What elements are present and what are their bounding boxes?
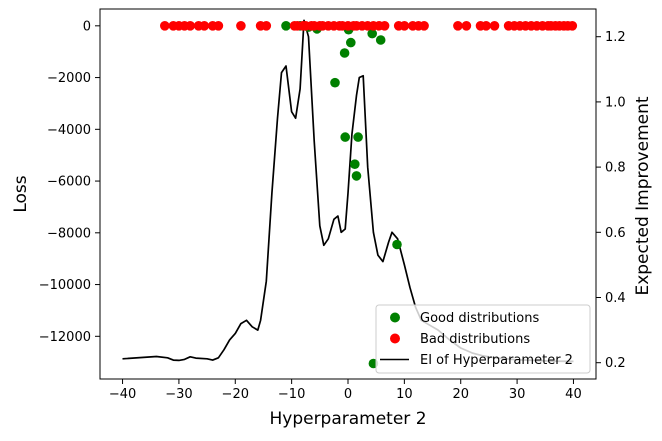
legend-marker-good [390,312,400,323]
x-tick-label: 40 [565,387,582,402]
y-tick-label: −4000 [47,123,91,138]
y2-tick-label: 0.6 [605,226,626,241]
y-tick-label: −10000 [39,278,91,293]
x-tick-label: 20 [452,387,469,402]
y2-axis-ticks: 0.2 0.4 0.6 0.8 1.0 1.2 [596,30,626,371]
bad-point [236,21,246,31]
x-tick-label: −30 [165,387,192,402]
legend-marker-bad [390,333,400,344]
legend: Good distributions Bad distributions EI … [375,304,591,374]
y-tick-label: −8000 [47,226,91,241]
x-axis-label: Hyperparameter 2 [269,409,426,429]
bad-point [567,21,578,31]
y-axis-label: Loss [11,175,31,212]
y-tick-label: −6000 [47,175,91,190]
scatter-points-layer [160,21,578,369]
legend-label-good: Good distributions [420,311,539,326]
legend-label-ei: EI of Hyperparameter 2 [420,353,573,368]
x-tick-label: 10 [396,387,413,402]
good-point [346,37,356,48]
x-tick-label: 30 [509,387,526,402]
good-point [281,21,291,31]
y-tick-label: −2000 [47,71,91,86]
y-tick-label: −12000 [39,330,91,345]
good-point [367,28,378,39]
bad-point [379,21,390,31]
bad-point [199,21,210,31]
x-tick-label: −20 [222,387,249,402]
bad-point [160,21,170,31]
good-point [351,171,362,181]
legend-box [375,304,591,374]
good-point [339,48,350,58]
bad-point [261,21,272,31]
y2-tick-label: 1.0 [605,95,626,110]
bad-point [489,21,500,31]
bad-point [453,21,463,31]
bad-point [481,21,491,31]
y-tick-label: 0 [83,19,91,34]
bad-point [419,21,429,31]
legend-label-bad: Bad distributions [420,332,530,347]
bad-point [213,21,224,31]
x-tick-label: 0 [344,387,352,402]
good-point [340,132,351,142]
x-axis-ticks: −40 −30 −20 −10 0 10 20 30 40 [109,379,582,402]
y-axis-ticks: 0 −2000 −4000 −6000 −8000 −10000 −12000 [39,19,100,345]
good-point [350,159,360,169]
x-tick-label: −40 [109,387,136,402]
good-point [375,35,386,45]
bad-point [461,21,472,31]
y2-tick-label: 0.8 [605,161,626,176]
good-point [353,132,363,142]
bad-point [185,21,195,31]
bad-point [399,21,410,31]
good-point [392,239,402,250]
x-tick-label: −10 [278,387,305,402]
y2-tick-label: 0.4 [605,291,626,306]
y2-tick-label: 0.2 [605,356,626,371]
good-point [330,77,340,88]
y2-tick-label: 1.2 [605,30,626,45]
y2-axis-label: Expected Improvement [633,96,653,295]
